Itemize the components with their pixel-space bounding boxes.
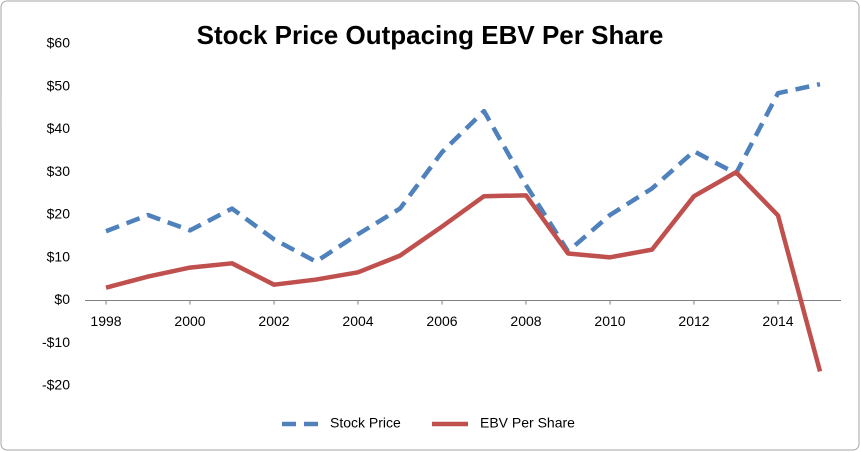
x-tick-label: 2002 — [258, 313, 289, 329]
y-tick-label: $0 — [54, 291, 70, 307]
x-tick-label: 2008 — [510, 313, 541, 329]
y-tick-label: $50 — [47, 77, 71, 93]
y-tick-label: $60 — [47, 35, 71, 51]
series-line — [105, 170, 823, 373]
x-tick-label: 2000 — [174, 313, 205, 329]
x-tick-label: 2012 — [678, 313, 709, 329]
y-tick-label: $40 — [47, 120, 71, 136]
y-tick-label: $10 — [47, 248, 71, 264]
y-tick-label: $20 — [47, 206, 71, 222]
chart-title: Stock Price Outpacing EBV Per Share — [197, 20, 664, 50]
y-tick-label: -$20 — [42, 377, 70, 393]
legend-label: EBV Per Share — [480, 415, 575, 431]
legend-label: Stock Price — [330, 415, 401, 431]
x-tick-label: 2006 — [426, 313, 457, 329]
y-tick-label: $30 — [47, 163, 71, 179]
x-tick-label: 2014 — [762, 313, 793, 329]
x-tick-label: 1998 — [90, 313, 121, 329]
x-tick-label: 2010 — [594, 313, 625, 329]
series-line — [105, 81, 821, 264]
x-tick-label: 2004 — [342, 313, 373, 329]
y-tick-label: -$10 — [42, 334, 70, 350]
